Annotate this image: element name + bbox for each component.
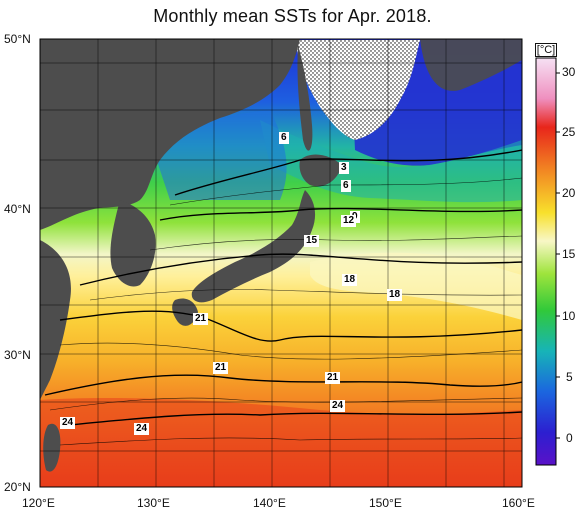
- isotherm-label: 21: [193, 313, 209, 325]
- isotherm-label: 21: [213, 362, 229, 374]
- colorbar-tick-5: 5: [566, 370, 573, 384]
- lat-label-50n: 50°N: [4, 32, 31, 46]
- colorbar-tick-15: 15: [562, 247, 576, 261]
- isotherm-label: 24: [134, 423, 150, 435]
- lon-label-140e: 140°E: [253, 496, 286, 510]
- isotherm-label: 6: [279, 132, 289, 144]
- isotherm-label: 24: [60, 417, 76, 429]
- isotherm-label: 6: [341, 180, 351, 192]
- colorbar-unit: [°C]: [535, 43, 557, 57]
- lat-label-20n: 20°N: [4, 480, 31, 494]
- colorbar-tick-0: 0: [566, 431, 573, 445]
- isotherm-label: 12: [341, 215, 357, 227]
- colorbar-tick-20: 20: [562, 186, 576, 200]
- lon-label-150e: 150°E: [369, 496, 402, 510]
- lat-label-30n: 30°N: [4, 348, 31, 362]
- isotherm-label: 18: [342, 274, 358, 286]
- colorbar: [535, 57, 557, 466]
- lon-label-160e: 160°E: [502, 496, 535, 510]
- isotherm-label: 18: [387, 289, 403, 301]
- map-title: Monthly mean SSTs for Apr. 2018.: [153, 6, 432, 26]
- lat-label-40n: 40°N: [4, 202, 31, 216]
- lon-label-120e: 120°E: [22, 496, 55, 510]
- colorbar-tick-25: 25: [562, 125, 576, 139]
- colorbar-tick-30: 30: [562, 65, 576, 79]
- isotherm-label: 21: [325, 372, 341, 384]
- lon-label-130e: 130°E: [137, 496, 170, 510]
- isotherm-label: 15: [304, 235, 320, 247]
- colorbar-tick-10: 10: [562, 309, 576, 323]
- isotherm-label: 24: [330, 400, 346, 412]
- isotherm-label: 3: [339, 162, 349, 174]
